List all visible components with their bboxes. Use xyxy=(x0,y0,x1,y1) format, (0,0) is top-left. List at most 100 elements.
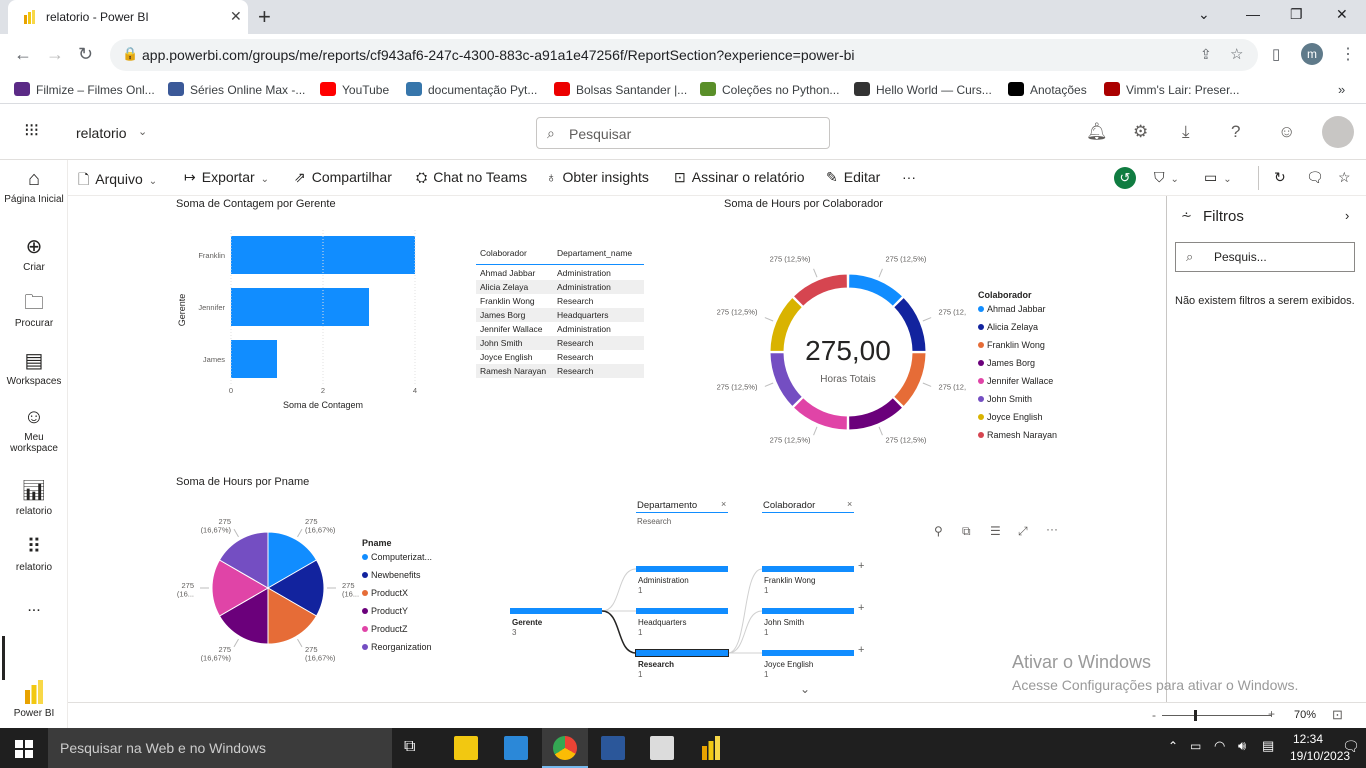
new-tab-icon[interactable]: + xyxy=(258,4,271,29)
legend-item[interactable]: ProductX xyxy=(362,588,408,598)
photos-icon[interactable] xyxy=(650,736,674,760)
nav-report[interactable]: 📊︎ relatorio xyxy=(0,480,68,517)
menu-icon[interactable]: ⋮ xyxy=(1340,46,1356,63)
favorite-star-icon[interactable]: ☆ xyxy=(1338,169,1351,185)
feedback-icon[interactable]: ☺ xyxy=(1278,122,1296,141)
table-row[interactable]: Joyce English Research xyxy=(476,350,644,364)
focus-mode-icon[interactable]: ⤢ xyxy=(1018,524,1028,538)
bar-chart-visual[interactable]: Soma de Contagem por Gerente Franklin Jen… xyxy=(176,198,436,438)
maximize-icon[interactable]: ❐ xyxy=(1290,6,1303,22)
chevron-down-icon[interactable]: ⌄ xyxy=(800,682,811,696)
slice[interactable] xyxy=(218,587,269,645)
bookmark-item[interactable]: YouTube xyxy=(320,82,389,97)
nav-powerbi[interactable]: Power BI xyxy=(0,680,68,719)
bar[interactable] xyxy=(231,340,277,378)
nav-my-workspace[interactable]: ☺ Meu workspace xyxy=(0,406,68,454)
expand-plus-icon[interactable]: + xyxy=(858,560,865,572)
slice[interactable] xyxy=(892,352,927,408)
legend-item[interactable]: Reorganization xyxy=(362,642,432,652)
close-window-icon[interactable]: ✕ xyxy=(1336,6,1348,22)
slice[interactable] xyxy=(792,396,848,431)
table-header-department[interactable]: Departament_name xyxy=(557,248,633,258)
close-icon[interactable]: × xyxy=(847,499,853,509)
table-row[interactable]: Jennifer Wallace Administration xyxy=(476,322,644,336)
star-icon[interactable]: ☆ xyxy=(1230,46,1244,63)
bookmark-item[interactable]: Vimm's Lair: Preser... xyxy=(1104,82,1239,97)
refresh-icon[interactable]: ↻ xyxy=(1274,169,1286,185)
legend-item[interactable]: Computerizat... xyxy=(362,552,432,562)
expand-plus-icon[interactable]: + xyxy=(858,602,865,614)
slice[interactable] xyxy=(267,559,325,617)
slice[interactable] xyxy=(218,531,269,589)
workspace-title[interactable]: relatorio xyxy=(76,125,127,141)
reset-icon[interactable]: ↺ xyxy=(1114,167,1136,189)
sidebar-icon[interactable]: ▯ xyxy=(1272,46,1281,63)
close-icon[interactable]: × xyxy=(721,499,727,509)
filter-search-input[interactable]: ⌕ Pesquis... xyxy=(1175,242,1355,272)
donut-chart-visual[interactable]: Soma de Hours por Colaborador 275 (12,5%… xyxy=(716,198,1076,458)
share-icon[interactable]: ⇪ xyxy=(1200,46,1212,62)
browser-tab[interactable]: relatorio - Power BI ✕ xyxy=(8,0,248,34)
legend-item[interactable]: Jennifer Wallace xyxy=(978,376,1053,386)
comment-icon[interactable]: 🗨︎ xyxy=(1306,169,1324,185)
legend-item[interactable]: Joyce English xyxy=(978,412,1043,422)
help-icon[interactable]: ? xyxy=(1231,122,1241,141)
minimize-icon[interactable]: — xyxy=(1246,6,1260,22)
search-box[interactable]: ⌕ Pesquisar xyxy=(536,117,830,149)
url-field[interactable]: 🔒 app.powerbi.com/groups/me/reports/cf94… xyxy=(110,39,1258,71)
chevron-down-icon[interactable]: ⌄ xyxy=(138,126,148,138)
windows-start-icon[interactable] xyxy=(15,740,33,758)
tree-root-bar[interactable] xyxy=(510,608,602,614)
legend-item[interactable]: Ramesh Narayan xyxy=(978,430,1057,440)
slice[interactable] xyxy=(267,587,318,645)
chrome-icon[interactable] xyxy=(553,736,577,760)
zoom-slider-thumb[interactable] xyxy=(1194,710,1197,721)
subscribe-button[interactable]: ⊡ Assinar o relatório xyxy=(674,169,805,185)
tray-chevron-icon[interactable]: ⌃ xyxy=(1168,739,1179,753)
tree-dept-bar[interactable] xyxy=(636,608,728,614)
bookmark-item[interactable]: Bolsas Santander |... xyxy=(554,82,687,97)
tree-dept-header[interactable]: Departamento xyxy=(637,500,698,511)
legend-item[interactable]: Franklin Wong xyxy=(978,340,1045,350)
tree-collab-header[interactable]: Colaborador xyxy=(763,500,816,511)
zoom-in-icon[interactable]: + xyxy=(1268,707,1276,721)
keyboard-icon[interactable]: ▤ xyxy=(1262,738,1275,753)
more-bookmarks-icon[interactable]: » xyxy=(1338,82,1346,97)
account-avatar[interactable] xyxy=(1322,116,1354,148)
nav-create[interactable]: ⊕ Criar xyxy=(0,236,68,273)
bookmark-item[interactable]: documentação Pyt... xyxy=(406,82,537,97)
volume-icon[interactable]: 🔊︎ xyxy=(1238,738,1247,753)
app-launcher-icon[interactable]: ⁝⁝⁝ xyxy=(24,120,39,140)
slice[interactable] xyxy=(267,531,318,589)
tree-collab-bar[interactable] xyxy=(762,650,854,656)
file-explorer-icon[interactable] xyxy=(454,736,478,760)
view-icon[interactable]: ▭ ⌄ xyxy=(1204,169,1232,185)
slice[interactable] xyxy=(792,273,848,308)
slice[interactable] xyxy=(848,396,904,431)
legend-item[interactable]: James Borg xyxy=(978,358,1035,368)
slice[interactable] xyxy=(892,296,927,352)
bookmark-item[interactable]: Anotações xyxy=(1008,82,1087,97)
legend-item[interactable]: Newbenefits xyxy=(362,570,421,580)
insights-button[interactable]: ♁ Obter insights xyxy=(546,169,649,185)
tree-dept-bar[interactable] xyxy=(636,566,728,572)
filter-icon[interactable]: ☰ xyxy=(990,524,1001,538)
nav-more[interactable]: ... xyxy=(27,598,41,615)
pie-chart-visual[interactable]: Soma de Hours por Pname 275 (16,67%) 275 (1… xyxy=(176,476,476,698)
expand-plus-icon[interactable]: + xyxy=(858,644,865,656)
more-options-button[interactable]: ··· xyxy=(902,169,916,185)
table-row[interactable]: Franklin Wong Research xyxy=(476,294,644,308)
tree-collab-bar[interactable] xyxy=(762,566,854,572)
table-visual[interactable]: Colaborador Departament_name Ahmad Jabba… xyxy=(476,244,644,384)
legend-item[interactable]: John Smith xyxy=(978,394,1032,404)
table-row[interactable]: John Smith Research xyxy=(476,336,644,350)
bar[interactable] xyxy=(231,288,369,326)
notifications-icon[interactable]: 🗨︎ xyxy=(1342,738,1360,754)
slice[interactable] xyxy=(769,296,804,352)
pin-icon[interactable]: ⚲ xyxy=(934,524,943,538)
table-header-collaborator[interactable]: Colaborador xyxy=(480,248,527,258)
gear-icon[interactable]: ⚙ xyxy=(1133,122,1149,141)
nav-workspaces[interactable]: ▤ Workspaces xyxy=(0,350,68,387)
taskbar-search[interactable]: Pesquisar na Web e no Windows xyxy=(48,728,392,768)
bookmark-icon[interactable]: ⛉ ⌄ xyxy=(1154,169,1179,185)
